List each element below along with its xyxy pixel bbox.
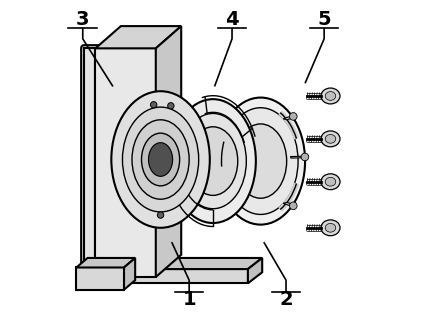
Text: 3: 3 bbox=[76, 10, 89, 29]
Polygon shape bbox=[156, 26, 181, 277]
Text: 4: 4 bbox=[225, 10, 239, 29]
Circle shape bbox=[289, 113, 297, 120]
Ellipse shape bbox=[180, 114, 247, 209]
Polygon shape bbox=[248, 258, 262, 283]
Ellipse shape bbox=[149, 143, 173, 176]
Polygon shape bbox=[77, 268, 124, 290]
Ellipse shape bbox=[235, 124, 287, 198]
Polygon shape bbox=[124, 258, 135, 290]
Polygon shape bbox=[291, 156, 305, 158]
Ellipse shape bbox=[321, 88, 340, 104]
Ellipse shape bbox=[321, 220, 340, 236]
Ellipse shape bbox=[325, 223, 336, 232]
Ellipse shape bbox=[132, 120, 189, 199]
Ellipse shape bbox=[325, 92, 336, 100]
Polygon shape bbox=[96, 26, 181, 48]
Polygon shape bbox=[96, 48, 156, 277]
Circle shape bbox=[289, 202, 297, 210]
Ellipse shape bbox=[216, 98, 305, 225]
Ellipse shape bbox=[325, 177, 336, 186]
Circle shape bbox=[301, 153, 309, 161]
Ellipse shape bbox=[170, 99, 256, 223]
Circle shape bbox=[158, 212, 164, 218]
Circle shape bbox=[150, 101, 157, 108]
Ellipse shape bbox=[321, 131, 340, 147]
Ellipse shape bbox=[111, 91, 210, 228]
Text: 1: 1 bbox=[182, 290, 196, 309]
Polygon shape bbox=[283, 202, 295, 206]
Ellipse shape bbox=[122, 107, 198, 212]
Ellipse shape bbox=[325, 135, 336, 143]
Polygon shape bbox=[85, 48, 96, 277]
Ellipse shape bbox=[188, 127, 238, 196]
Text: 5: 5 bbox=[317, 10, 331, 29]
Polygon shape bbox=[91, 258, 262, 269]
FancyBboxPatch shape bbox=[81, 45, 110, 280]
Polygon shape bbox=[91, 269, 248, 283]
Ellipse shape bbox=[321, 174, 340, 190]
Ellipse shape bbox=[142, 133, 180, 186]
Circle shape bbox=[168, 103, 174, 109]
Ellipse shape bbox=[223, 108, 298, 214]
Text: 2: 2 bbox=[279, 290, 293, 309]
Polygon shape bbox=[77, 258, 135, 268]
Polygon shape bbox=[283, 116, 295, 120]
